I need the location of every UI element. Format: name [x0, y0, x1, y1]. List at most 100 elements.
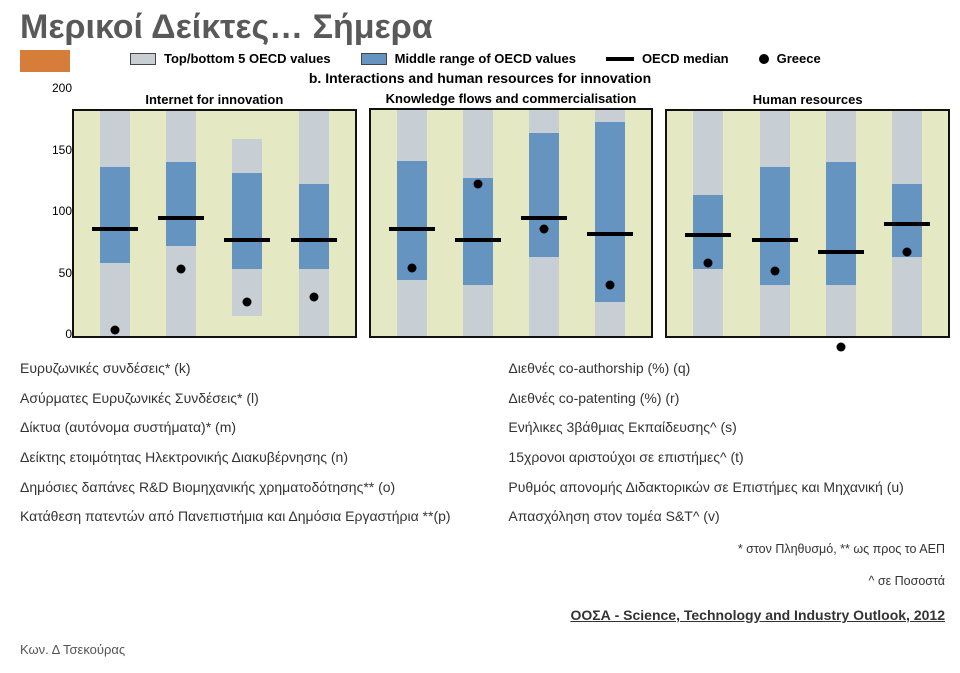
indicator-left: Δείκτης ετοιμότητας Ηλεκτρονικής Διακυβέ… [20, 447, 478, 469]
stacked-bar [463, 110, 493, 336]
indicator-left: Ευρυζωνικές συνδέσεις* (k) [20, 358, 478, 380]
indicator-left: Δίκτυα (αυτόνομα συστήματα)* (m) [20, 417, 478, 439]
left-column: Ευρυζωνικές συνδέσεις* (k) Ασύρματες Ευρυ… [20, 358, 478, 627]
footnote: ^ σε Ποσοστά [508, 572, 945, 591]
bar-mid-range [100, 167, 130, 263]
legend-greece: Greece [759, 51, 821, 66]
median-line [158, 216, 204, 220]
greece-point [243, 298, 252, 307]
greece-point [902, 247, 911, 256]
greece-point [407, 264, 416, 273]
legend-label: Top/bottom 5 OECD values [164, 51, 331, 66]
swatch-median [606, 57, 634, 61]
median-line [389, 227, 435, 231]
text-columns: Ευρυζωνικές συνδέσεις* (k) Ασύρματες Ευρυ… [0, 358, 960, 627]
bar-bottom-range [892, 257, 922, 336]
legend-middle: Middle range of OECD values [361, 51, 576, 66]
chart-subtitle: b. Interactions and human resources for … [0, 70, 960, 86]
indicator-left: Κατάθεση πατεντών από Πανεπιστήμια και Δ… [20, 506, 478, 528]
greece-point [606, 281, 615, 290]
bar-bottom-range [693, 269, 723, 337]
bar-bottom-range [232, 269, 262, 316]
greece-point [473, 179, 482, 188]
stacked-bar [693, 111, 723, 336]
bar-top-range [529, 110, 559, 133]
median-line [818, 250, 864, 254]
bar-top-range [397, 110, 427, 161]
legend-label: OECD median [642, 51, 729, 66]
accent-bar [20, 50, 70, 72]
greece-point [770, 266, 779, 275]
swatch-blue [361, 53, 387, 65]
bar-bottom-range [299, 269, 329, 337]
chart-area: 200150100500 Internet for innovation Know… [40, 88, 950, 338]
footnote: * στον Πληθυσμό, ** ως προς το ΑΕΠ [508, 540, 945, 559]
bar-top-range [100, 111, 130, 167]
bar-bottom-range [760, 285, 790, 336]
greece-point [704, 258, 713, 267]
bar-mid-range [826, 162, 856, 286]
median-line [685, 233, 731, 237]
panel-header: Knowledge flows and commercialisation [369, 88, 654, 108]
median-line [587, 232, 633, 236]
author-footer: Κων. Δ Τσεκούρας [20, 642, 125, 657]
bar-mid-range [166, 162, 196, 246]
bar-bottom-range [529, 257, 559, 336]
bar-mid-range [529, 133, 559, 257]
indicator-right: Απασχόληση στον τομέα S&T^ (v) [508, 506, 945, 528]
bar-bottom-range [463, 285, 493, 336]
chart-panel: Human resources [665, 88, 950, 338]
stacked-bar [100, 111, 130, 336]
stacked-bar [299, 111, 329, 336]
greece-point [309, 292, 318, 301]
bar-mid-range [299, 184, 329, 268]
indicator-right: 15χρονοι αριστούχοι σε επιστήμες^ (t) [508, 447, 945, 469]
stacked-bar [397, 110, 427, 336]
greece-point [111, 326, 120, 335]
stacked-bar [892, 111, 922, 336]
indicator-right: Διεθνές co-authorship (%) (q) [508, 358, 945, 380]
chart-panel: Knowledge flows and commercialisation [369, 88, 654, 338]
stacked-bar [760, 111, 790, 336]
median-line [224, 238, 270, 242]
swatch-dot [759, 54, 769, 64]
legend-median: OECD median [606, 51, 729, 66]
bar-top-range [463, 110, 493, 178]
stacked-bar [232, 111, 262, 336]
bar-mid-range [595, 122, 625, 303]
stacked-bar [826, 111, 856, 336]
bar-top-range [892, 111, 922, 184]
bar-top-range [232, 139, 262, 173]
bar-top-range [826, 111, 856, 162]
bar-top-range [595, 110, 625, 121]
bar-top-range [693, 111, 723, 195]
indicator-left: Ασύρματες Ευρυζωνικές Συνδέσεις* (l) [20, 388, 478, 410]
legend-label: Greece [777, 51, 821, 66]
chart-panels: Internet for innovation Knowledge flows a… [72, 88, 950, 338]
stacked-bar [595, 110, 625, 336]
legend-top-bottom: Top/bottom 5 OECD values [130, 51, 331, 66]
bar-bottom-range [397, 280, 427, 336]
stacked-bar [529, 110, 559, 336]
bar-top-range [166, 111, 196, 162]
plot-region [665, 109, 950, 338]
median-line [521, 216, 567, 220]
indicator-right: Ρυθμός απονομής Διδακτορικών σε Επιστήμε… [508, 477, 945, 499]
page-title: Μερικοί Δείκτες… Σήμερα [20, 8, 960, 47]
bar-row [667, 111, 948, 336]
plot-region [72, 109, 357, 338]
median-line [884, 222, 930, 226]
panel-header: Internet for innovation [72, 88, 357, 109]
median-line [291, 238, 337, 242]
chart-legend: Top/bottom 5 OECD values Middle range of… [130, 51, 960, 66]
bar-top-range [760, 111, 790, 167]
bar-bottom-range [595, 302, 625, 336]
indicator-right: Ενήλικες 3βάθμιας Εκπαίδευσης^ (s) [508, 417, 945, 439]
greece-point [177, 264, 186, 273]
bar-bottom-range [166, 246, 196, 336]
stacked-bar [166, 111, 196, 336]
y-axis: 200150100500 [40, 88, 72, 338]
bar-mid-range [232, 173, 262, 269]
median-line [455, 238, 501, 242]
bar-mid-range [463, 178, 493, 285]
